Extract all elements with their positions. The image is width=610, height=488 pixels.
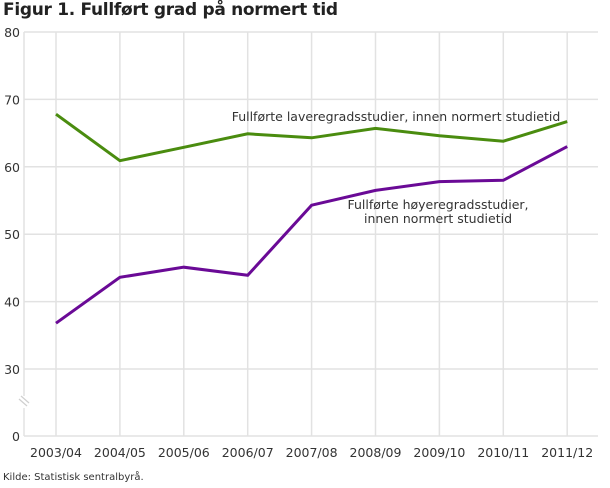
x-tick-label: 2011/12 [541,445,593,460]
y-tick-label: 40 [4,295,20,310]
x-tick-label: 2007/08 [286,445,338,460]
series-label-lower-degree: Fullførte laveregradsstudier, innen norm… [232,109,561,124]
x-tick-label: 2009/10 [413,445,465,460]
series-label-higher-degree-line2: innen normert studietid [364,211,512,226]
y-tick-label: 80 [4,25,20,40]
axis-break-icon [20,395,30,404]
x-tick-label: 2010/11 [477,445,529,460]
source-note: Kilde: Statistisk sentralbyrå. [3,472,144,483]
chart-title: Figur 1. Fullført grad på normert tid [3,0,338,20]
x-tick-label: 2004/05 [94,445,146,460]
axis-break-icon [18,398,28,407]
series-line-higher-degree [55,145,568,325]
x-tick-label: 2003/04 [30,445,82,460]
y-tick-label: 50 [4,227,20,242]
y-tick-label: 30 [4,362,20,377]
y-tick-label: 0 [12,429,20,444]
series-label-higher-degree: Fullførte høyeregradsstudier, [347,197,528,212]
series-line-lower-degree [55,112,568,163]
x-tick-label: 2005/06 [158,445,210,460]
y-tick-label: 70 [4,92,20,107]
x-tick-label: 2006/07 [222,445,274,460]
line-chart: 0 30 40 50 60 70 80 2003/04 2004/05 2005/06 2006/0… [4,25,598,460]
y-tick-label: 60 [4,160,20,175]
x-tick-label: 2008/09 [350,445,402,460]
